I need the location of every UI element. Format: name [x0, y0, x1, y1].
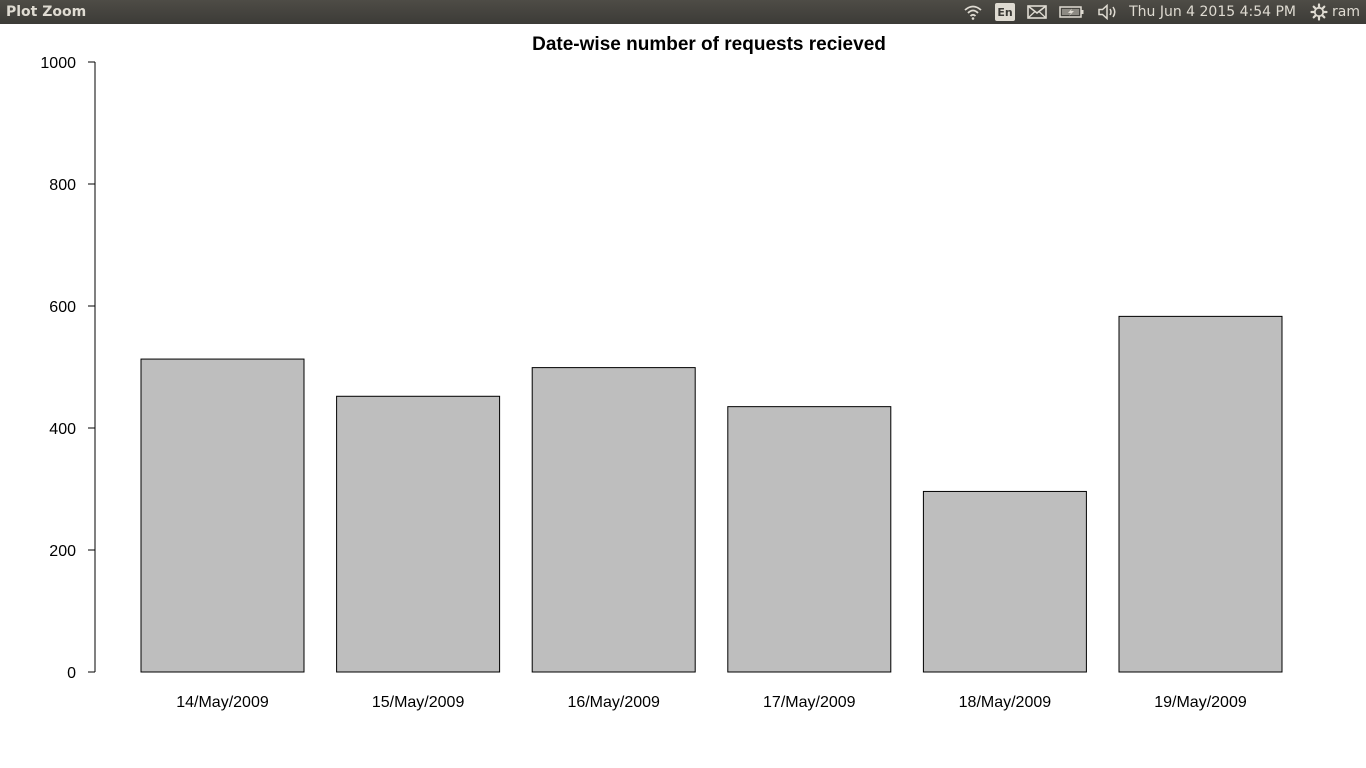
keyboard-language-icon[interactable]: En [995, 0, 1016, 24]
plot-area: Date-wise number of requests recieved 0 2… [0, 24, 1366, 768]
language-label: En [995, 3, 1016, 21]
top-panel: Plot Zoom En [0, 0, 1366, 24]
mail-icon[interactable] [1027, 0, 1047, 24]
bar [140, 358, 305, 673]
wifi-icon[interactable] [963, 0, 983, 24]
x-tick-label: 18/May/2009 [959, 694, 1052, 711]
y-tick-label: 600 [49, 299, 76, 316]
bars [140, 315, 1283, 673]
user-name[interactable]: ram [1332, 4, 1360, 20]
bar [727, 406, 892, 673]
bar [922, 490, 1087, 673]
battery-icon[interactable] [1059, 0, 1085, 24]
window-title: Plot Zoom [6, 4, 87, 20]
volume-icon[interactable] [1097, 0, 1119, 24]
bar [1118, 315, 1283, 673]
bar-chart: Date-wise number of requests recieved 0 2… [40, 34, 1283, 711]
bar [336, 395, 501, 673]
y-axis: 0 200 400 600 800 1000 [40, 55, 96, 682]
x-tick-label: 17/May/2009 [763, 694, 856, 711]
y-tick-label: 800 [49, 177, 76, 194]
y-tick-label: 200 [49, 543, 76, 560]
x-axis-labels: 14/May/2009 15/May/2009 16/May/2009 17/May/… [176, 694, 1247, 711]
y-tick-label: 0 [67, 665, 76, 682]
x-tick-label: 16/May/2009 [567, 694, 660, 711]
clock[interactable]: Thu Jun 4 2015 4:54 PM [1129, 4, 1297, 20]
y-tick-label: 400 [49, 421, 76, 438]
x-tick-label: 19/May/2009 [1154, 694, 1247, 711]
bar [531, 367, 696, 673]
x-tick-label: 14/May/2009 [176, 694, 269, 711]
indicator-area: En Thu Jun 4 2015 4:54 PM [957, 0, 1366, 24]
settings-gear-icon[interactable] [1310, 0, 1328, 24]
chart-title: Date-wise number of requests recieved [532, 34, 886, 55]
x-tick-label: 15/May/2009 [372, 694, 465, 711]
y-tick-label: 1000 [40, 55, 76, 72]
